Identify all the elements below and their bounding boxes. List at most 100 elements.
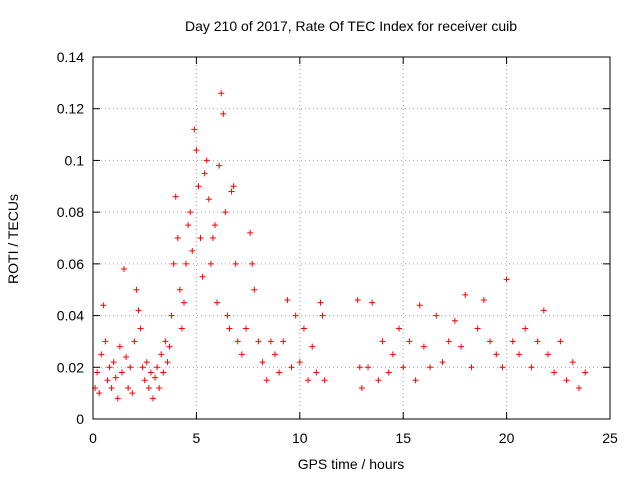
- data-point: [133, 286, 140, 293]
- data-point: [569, 359, 576, 366]
- data-point: [226, 325, 233, 332]
- data-point: [305, 377, 312, 384]
- data-point: [427, 364, 434, 371]
- data-point: [139, 364, 146, 371]
- y-tick-label: 0.14: [57, 49, 84, 65]
- data-point: [365, 364, 372, 371]
- y-tick-label: 0: [76, 411, 84, 427]
- data-point: [129, 390, 136, 397]
- data-point: [468, 364, 475, 371]
- data-point: [259, 359, 266, 366]
- data-point: [121, 266, 128, 273]
- data-point: [174, 235, 181, 241]
- data-point: [358, 384, 365, 391]
- data-point: [137, 325, 144, 332]
- data-point: [247, 229, 254, 236]
- data-point: [451, 317, 458, 324]
- plot-frame: [92, 56, 611, 420]
- data-point: [267, 338, 274, 345]
- data-point: [112, 374, 119, 381]
- data-point: [487, 338, 494, 345]
- data-point: [238, 351, 245, 358]
- data-point: [212, 222, 219, 229]
- data-point: [116, 343, 123, 350]
- data-point: [522, 325, 529, 332]
- data-point: [458, 343, 465, 350]
- data-point: [125, 384, 132, 391]
- data-point: [98, 351, 105, 358]
- data-point: [183, 260, 190, 267]
- data-point: [319, 312, 326, 319]
- data-point: [131, 338, 138, 345]
- data-point: [313, 369, 320, 376]
- chart-title: Day 210 of 2017, Rate Of TEC Index for r…: [185, 18, 517, 34]
- data-point: [493, 351, 500, 358]
- data-point: [416, 302, 423, 309]
- data-point: [187, 209, 194, 216]
- data-point: [178, 325, 185, 332]
- data-point: [234, 338, 241, 345]
- data-point: [106, 364, 113, 371]
- data-point: [222, 209, 229, 216]
- data-point: [170, 260, 177, 267]
- data-point: [433, 312, 440, 319]
- data-point: [462, 291, 469, 298]
- data-point: [292, 312, 299, 319]
- data-point: [230, 183, 237, 190]
- data-point: [209, 235, 216, 241]
- data-point: [439, 359, 446, 366]
- data-point: [141, 377, 148, 384]
- data-point: [551, 369, 558, 376]
- data-point: [509, 338, 516, 345]
- data-point: [354, 297, 361, 304]
- data-point: [396, 325, 403, 332]
- data-point: [214, 299, 221, 306]
- data-point: [110, 359, 117, 366]
- data-point: [193, 147, 200, 154]
- data-point: [296, 359, 303, 366]
- data-point: [271, 351, 278, 358]
- data-point: [232, 260, 239, 267]
- data-point: [191, 126, 198, 133]
- data-point: [480, 297, 487, 304]
- data-point: [557, 338, 564, 345]
- data-point: [160, 369, 167, 376]
- data-point: [166, 343, 173, 350]
- data-point: [108, 384, 115, 391]
- data-point: [379, 338, 386, 345]
- data-point: [94, 369, 101, 376]
- data-point: [412, 377, 419, 384]
- data-point: [203, 157, 210, 164]
- data-point: [228, 188, 235, 195]
- data-point: [96, 390, 103, 397]
- data-point: [102, 338, 109, 345]
- data-point: [251, 286, 258, 293]
- data-point: [406, 338, 413, 345]
- data-point: [385, 369, 392, 376]
- data-point: [474, 325, 481, 332]
- data-point: [544, 351, 551, 358]
- y-tick-label: 0.12: [57, 101, 84, 117]
- data-point: [185, 222, 192, 229]
- data-point: [176, 286, 183, 293]
- data-point: [563, 377, 570, 384]
- data-point: [114, 395, 121, 402]
- data-point: [135, 307, 142, 314]
- data-point: [218, 90, 225, 97]
- data-point: [263, 377, 270, 384]
- data-point: [224, 312, 231, 319]
- data-point: [420, 343, 427, 350]
- data-point: [199, 273, 206, 280]
- data-point: [220, 110, 227, 117]
- data-point: [255, 338, 262, 345]
- data-point: [180, 299, 187, 306]
- grid: [93, 57, 610, 419]
- data-point: [118, 369, 125, 376]
- data-point: [288, 364, 295, 371]
- data-point: [389, 351, 396, 358]
- data-point: [104, 377, 111, 384]
- data-point: [145, 384, 152, 391]
- data-point: [123, 353, 130, 360]
- data-point: [300, 325, 307, 332]
- data-point: [528, 364, 535, 371]
